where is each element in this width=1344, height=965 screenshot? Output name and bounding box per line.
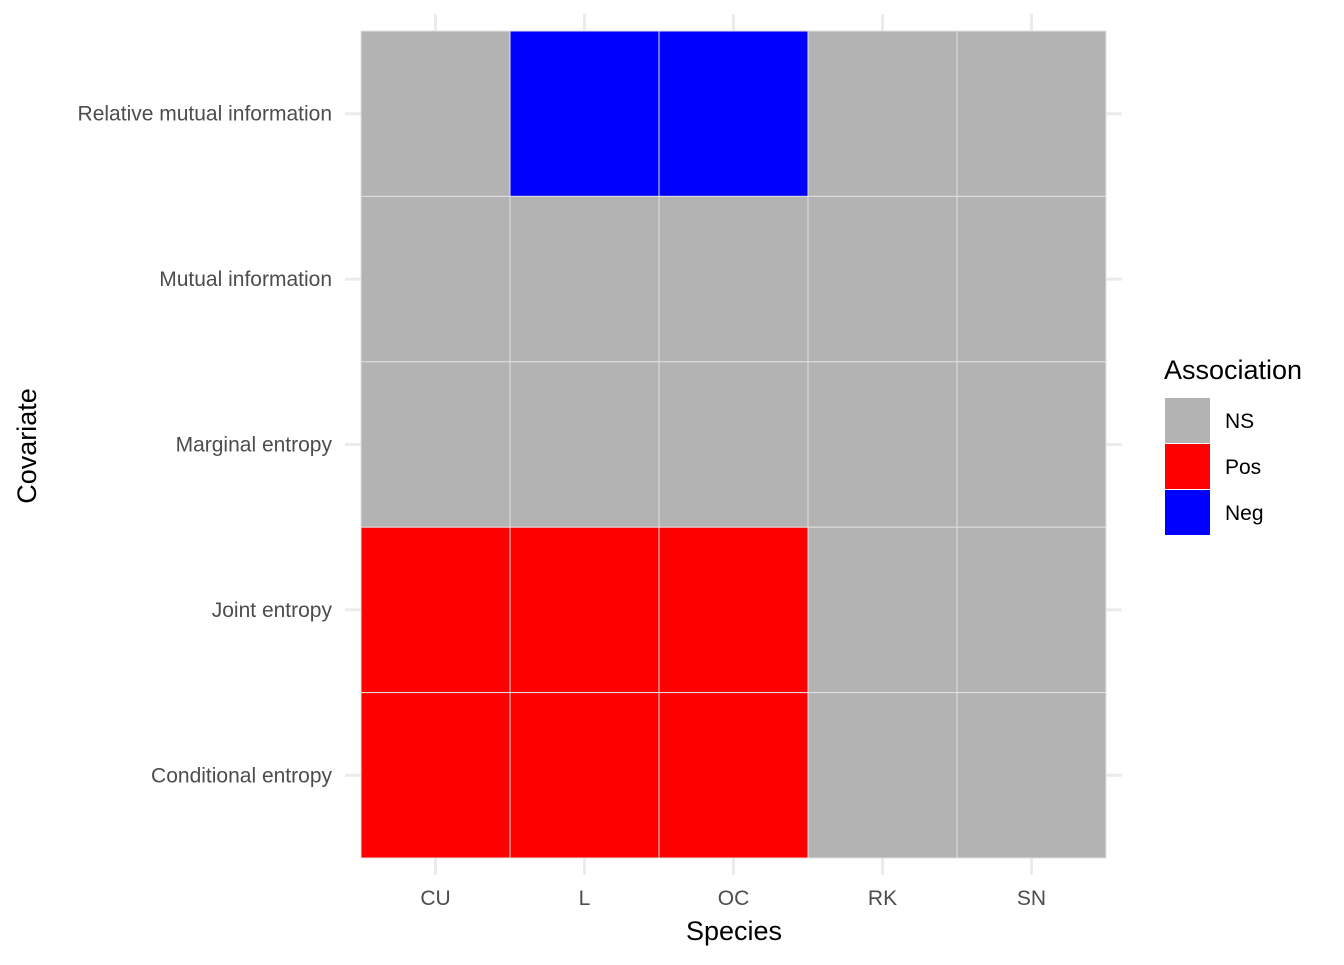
tile-mutual-information-rk (807, 195, 958, 363)
legend-label-neg: Neg (1225, 502, 1264, 525)
tile-relative-mutual-information-cu (360, 30, 511, 197)
tile-mutual-information-l (509, 195, 660, 363)
tile-conditional-entropy-oc (658, 692, 809, 859)
legend-swatch-ns (1165, 398, 1210, 443)
x-tick-oc: OC (718, 887, 750, 910)
tile-joint-entropy-sn (956, 526, 1107, 694)
x-tick-sn: SN (1017, 887, 1046, 910)
x-tick-rk: RK (868, 887, 897, 910)
tile-mutual-information-cu (360, 195, 511, 363)
tile-marginal-entropy-rk (807, 361, 958, 528)
tile-conditional-entropy-rk (807, 692, 958, 859)
legend-label-pos: Pos (1225, 456, 1261, 479)
y-tick-relative-mutual-information: Relative mutual information (78, 103, 332, 126)
tile-relative-mutual-information-oc (658, 30, 809, 197)
y-tick-joint-entropy: Joint entropy (212, 599, 333, 622)
x-axis-title: Species (686, 916, 782, 946)
tile-joint-entropy-l (509, 526, 660, 694)
tile-marginal-entropy-l (509, 361, 660, 528)
tile-relative-mutual-information-rk (807, 30, 958, 197)
y-tick-conditional-entropy: Conditional entropy (151, 764, 332, 787)
tile-marginal-entropy-cu (360, 361, 511, 528)
y-tick-mutual-information: Mutual information (159, 268, 332, 291)
x-axis-ticks: CU L OC RK SN (420, 887, 1046, 910)
x-tick-l: L (579, 887, 591, 910)
tile-relative-mutual-information-sn (956, 30, 1107, 197)
y-axis-title: Covariate (12, 388, 42, 504)
tile-conditional-entropy-l (509, 692, 660, 859)
tile-marginal-entropy-oc (658, 361, 809, 528)
tile-relative-mutual-information-l (509, 30, 660, 197)
heatmap-tiles (360, 30, 1107, 859)
y-tick-marginal-entropy: Marginal entropy (176, 434, 333, 457)
tile-joint-entropy-rk (807, 526, 958, 694)
x-tick-cu: CU (420, 887, 450, 910)
tile-mutual-information-sn (956, 195, 1107, 363)
legend-swatch-neg (1165, 490, 1210, 535)
tile-conditional-entropy-cu (360, 692, 511, 859)
tile-joint-entropy-oc (658, 526, 809, 694)
y-axis-ticks: Relative mutual information Mutual inform… (78, 103, 333, 788)
tile-conditional-entropy-sn (956, 692, 1107, 859)
legend-items: NS Pos Neg (1165, 398, 1264, 535)
legend-label-ns: NS (1225, 410, 1254, 433)
legend-title: Association (1164, 355, 1302, 385)
tile-joint-entropy-cu (360, 526, 511, 694)
legend-swatch-pos (1165, 444, 1210, 489)
tile-mutual-information-oc (658, 195, 809, 363)
tile-marginal-entropy-sn (956, 361, 1107, 528)
legend: Association NS Pos Neg (1164, 355, 1302, 535)
